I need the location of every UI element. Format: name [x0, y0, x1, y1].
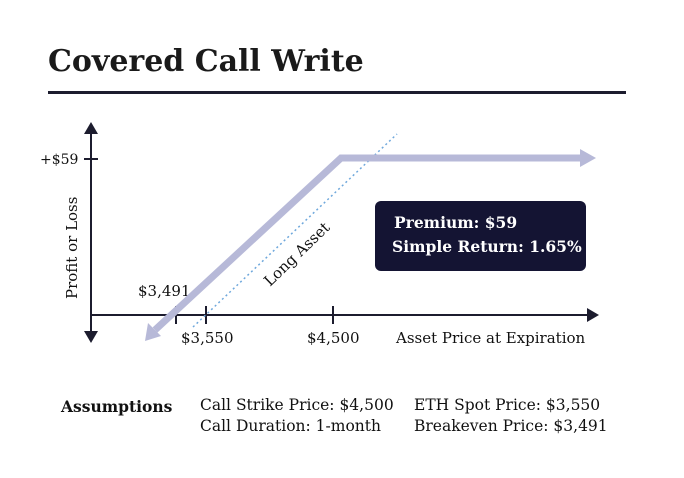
y-tick-label-59: +$59	[40, 152, 78, 168]
eth-spot-price: ETH Spot Price: $3,550	[414, 396, 601, 414]
x-axis-arrow	[587, 308, 599, 322]
breakeven-price: Breakeven Price: $3,491	[414, 417, 608, 435]
page-title: Covered Call Write	[48, 44, 364, 79]
payoff-right-arrow	[580, 149, 596, 167]
y-axis-label: Profit or Loss	[63, 197, 81, 299]
premium-text: Premium: $59	[394, 213, 517, 232]
payoff-line	[152, 154, 583, 333]
x-tick-label-4500: $4,500	[307, 329, 360, 347]
long-asset-line	[192, 133, 398, 328]
x-tick-label-3550: $3,550	[181, 329, 234, 347]
assumptions-col2: ETH Spot Price: $3,550 Breakeven Price: …	[414, 395, 608, 437]
call-strike-price: Call Strike Price: $4,500	[200, 396, 394, 414]
payoff-left-arrow	[145, 323, 161, 341]
y-axis-top-arrow	[84, 122, 98, 134]
simple-return-text: Simple Return: 1.65%	[392, 237, 582, 256]
title-underline	[48, 91, 626, 94]
x-axis-label: Asset Price at Expiration	[395, 329, 586, 347]
x-tick-label-3491: $3,491	[138, 282, 191, 300]
long-asset-label: Long Asset	[260, 218, 333, 289]
assumptions-heading: Assumptions	[61, 397, 173, 416]
info-box	[375, 201, 586, 271]
call-duration: Call Duration: 1-month	[200, 417, 381, 435]
assumptions-col1: Call Strike Price: $4,500 Call Duration:…	[200, 395, 394, 437]
y-axis-bottom-arrow	[84, 331, 98, 343]
